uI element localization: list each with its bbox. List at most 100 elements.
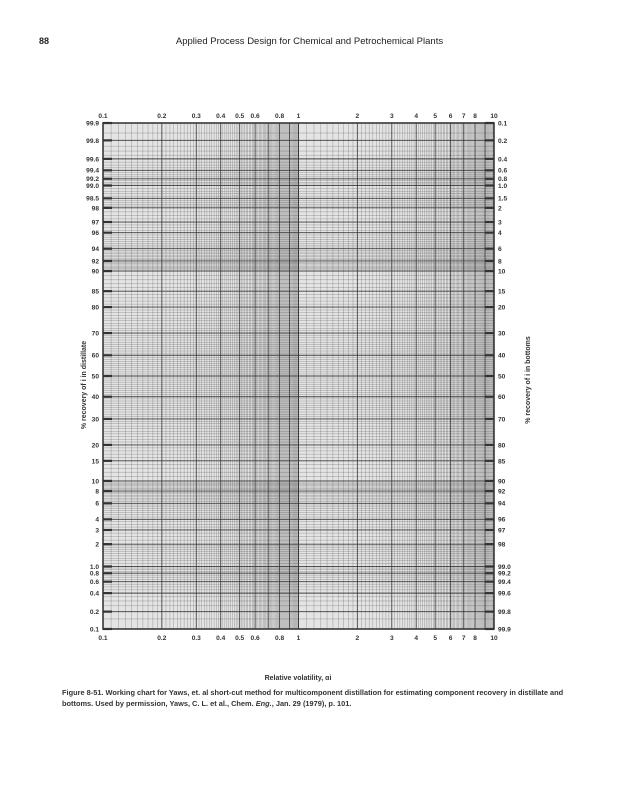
- y-tick-left: 0.2: [90, 609, 99, 616]
- y-tick-right: 15: [498, 289, 506, 296]
- y-tick-left: 92: [92, 258, 100, 265]
- y-tick-left: 20: [92, 442, 100, 449]
- x-tick-bottom: 0.1: [98, 635, 107, 642]
- y-tick-right: 99.8: [498, 609, 511, 616]
- x-tick-top: 3: [390, 113, 394, 120]
- y-tick-left: 30: [92, 416, 100, 423]
- x-tick-top: 0.6: [251, 113, 260, 120]
- y-tick-right: 85: [498, 458, 506, 465]
- x-tick-top: 7: [462, 113, 466, 120]
- x-tick-top: 6: [449, 113, 453, 120]
- x-tick-bottom: 0.2: [157, 635, 166, 642]
- tick-labels: 99.999.899.699.499.299.098.5989796949290…: [86, 113, 511, 642]
- y-tick-left: 0.6: [90, 579, 99, 586]
- caption-end: , Jan. 29 (1979), p. 101.: [271, 699, 352, 708]
- y-tick-left: 50: [92, 373, 100, 380]
- y-tick-left: 2: [95, 542, 99, 549]
- y-tick-left: 99.4: [86, 168, 99, 175]
- y-tick-left: 0.8: [90, 571, 99, 578]
- y-tick-right: 4: [498, 230, 502, 237]
- y-tick-right: 99.9: [498, 626, 511, 633]
- x-tick-top: 8: [473, 113, 477, 120]
- page-number: 88: [39, 36, 50, 46]
- y-tick-right: 98: [498, 542, 506, 549]
- x-tick-bottom: 0.6: [251, 635, 260, 642]
- chart-grid: [102, 121, 495, 631]
- y-tick-right: 0.2: [498, 138, 507, 145]
- x-tick-bottom: 5: [433, 635, 437, 642]
- x-tick-top: 4: [414, 113, 418, 120]
- x-tick-top: 0.4: [216, 113, 225, 120]
- y-tick-right: 90: [498, 478, 506, 485]
- y-tick-left: 0.4: [90, 591, 99, 598]
- y-tick-right: 80: [498, 442, 506, 449]
- y-tick-left: 4: [95, 517, 99, 524]
- x-tick-top: 0.5: [235, 113, 244, 120]
- caption-prefix: Figure 8-51.: [62, 688, 104, 697]
- x-tick-top: 0.1: [98, 113, 107, 120]
- y-tick-left: 8: [95, 488, 99, 495]
- y-tick-left: 94: [92, 246, 100, 253]
- y-tick-right: 99.0: [498, 564, 511, 571]
- caption-text: Working chart for Yaws, et. al short-cut…: [62, 688, 564, 708]
- y-tick-left: 97: [92, 219, 100, 226]
- y-tick-left: 99.2: [86, 176, 99, 183]
- y-tick-right: 50: [498, 373, 506, 380]
- y-tick-left: 3: [95, 527, 99, 534]
- y-tick-left: 70: [92, 330, 100, 337]
- x-tick-top: 0.8: [275, 113, 284, 120]
- y-tick-left: 98.5: [86, 196, 99, 203]
- y-tick-left: 6: [95, 501, 99, 508]
- y-tick-right: 92: [498, 488, 506, 495]
- y-tick-right: 20: [498, 304, 506, 311]
- x-axis-label: Relative volatility, αi: [265, 675, 332, 682]
- y-tick-left: 96: [92, 230, 100, 237]
- y-tick-right: 97: [498, 527, 506, 534]
- x-tick-bottom: 7: [462, 635, 466, 642]
- y-tick-right: 2: [498, 205, 502, 212]
- x-tick-bottom: 0.4: [216, 635, 225, 642]
- y-tick-right: 10: [498, 268, 506, 275]
- x-tick-bottom: 0.8: [275, 635, 284, 642]
- x-tick-top: 0.2: [157, 113, 166, 120]
- y-tick-right: 30: [498, 330, 506, 337]
- y-tick-right: 60: [498, 394, 506, 401]
- y-tick-right: 99.6: [498, 591, 511, 598]
- y-tick-left: 99.0: [86, 183, 99, 190]
- y-tick-left: 80: [92, 304, 100, 311]
- y-tick-left: 1.0: [90, 564, 99, 571]
- x-tick-bottom: 0.5: [235, 635, 244, 642]
- y-tick-right: 0.1: [498, 120, 507, 127]
- y-tick-right: 1.5: [498, 196, 507, 203]
- figure-caption: Figure 8-51. Working chart for Yaws, et.…: [62, 687, 582, 709]
- x-tick-bottom: 2: [356, 635, 360, 642]
- running-title: Applied Process Design for Chemical and …: [175, 36, 444, 47]
- x-tick-bottom: 8: [473, 635, 477, 642]
- y-tick-right: 0.4: [498, 156, 507, 163]
- x-tick-bottom: 3: [390, 635, 394, 642]
- x-tick-top: 10: [490, 113, 498, 120]
- y-tick-left: 40: [92, 394, 100, 401]
- y-tick-left: 99.9: [86, 120, 99, 127]
- y-tick-right: 94: [498, 501, 506, 508]
- y-tick-left: 60: [92, 353, 100, 360]
- x-tick-top: 1: [297, 113, 301, 120]
- x-tick-top: 5: [433, 113, 437, 120]
- y-tick-right: 40: [498, 353, 506, 360]
- x-tick-bottom: 6: [449, 635, 453, 642]
- x-tick-bottom: 4: [414, 635, 418, 642]
- x-tick-bottom: 0.3: [192, 635, 201, 642]
- y-tick-left: 15: [92, 458, 100, 465]
- y-tick-left: 10: [92, 478, 100, 485]
- y-tick-left: 85: [92, 289, 100, 296]
- y-axis-left-label: % recovery of i in distillate: [81, 341, 88, 429]
- x-tick-bottom: 1: [297, 635, 301, 642]
- y-tick-left: 99.6: [86, 156, 99, 163]
- y-tick-right: 6: [498, 246, 502, 253]
- y-axis-right-label: % recovery of i in bottoms: [525, 336, 532, 424]
- x-tick-bottom: 10: [490, 635, 498, 642]
- y-tick-right: 8: [498, 258, 502, 265]
- y-tick-right: 70: [498, 416, 506, 423]
- x-tick-top: 2: [356, 113, 360, 120]
